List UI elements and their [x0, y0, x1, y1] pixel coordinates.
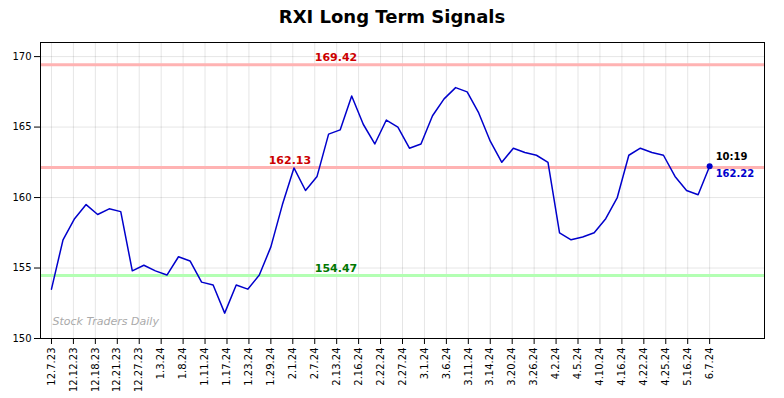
svg-text:3.1.24: 3.1.24 [419, 348, 430, 380]
svg-text:1.11.24: 1.11.24 [199, 348, 210, 386]
svg-text:162.22: 162.22 [716, 168, 755, 179]
svg-text:12.21.23: 12.21.23 [111, 348, 122, 393]
svg-text:169.42: 169.42 [315, 51, 357, 64]
svg-text:2.1.24: 2.1.24 [287, 348, 298, 380]
svg-text:4.10.24: 4.10.24 [594, 348, 605, 386]
svg-text:3.14.24: 3.14.24 [484, 348, 495, 386]
svg-text:160: 160 [12, 192, 31, 203]
svg-text:1.23.24: 1.23.24 [243, 348, 254, 386]
svg-text:6.7.24: 6.7.24 [704, 348, 715, 380]
svg-text:2.22.24: 2.22.24 [375, 348, 386, 386]
svg-text:12.7.23: 12.7.23 [46, 348, 57, 386]
svg-text:1.29.24: 1.29.24 [265, 348, 276, 386]
svg-text:2.16.24: 2.16.24 [353, 348, 364, 386]
svg-text:155: 155 [12, 262, 31, 273]
svg-text:154.47: 154.47 [315, 262, 357, 275]
svg-text:2.27.24: 2.27.24 [397, 348, 408, 386]
svg-text:3.26.24: 3.26.24 [528, 348, 539, 386]
svg-text:1.17.24: 1.17.24 [221, 348, 232, 386]
svg-text:3.11.24: 3.11.24 [463, 348, 474, 386]
svg-text:4.5.24: 4.5.24 [572, 348, 583, 380]
svg-text:3.20.24: 3.20.24 [506, 348, 517, 386]
svg-text:3.6.24: 3.6.24 [441, 348, 452, 380]
svg-text:162.13: 162.13 [269, 154, 311, 167]
svg-text:2.7.24: 2.7.24 [309, 348, 320, 380]
svg-text:4.22.24: 4.22.24 [638, 348, 649, 386]
svg-text:5.16.24: 5.16.24 [682, 348, 693, 386]
svg-text:150: 150 [12, 333, 31, 344]
svg-text:2.13.24: 2.13.24 [331, 348, 342, 386]
svg-text:10:19: 10:19 [716, 151, 748, 162]
svg-text:165: 165 [12, 121, 31, 132]
svg-text:Stock Traders Daily: Stock Traders Daily [53, 315, 160, 328]
svg-text:1.8.24: 1.8.24 [177, 348, 188, 380]
svg-text:1.3.24: 1.3.24 [155, 348, 166, 380]
svg-text:4.16.24: 4.16.24 [616, 348, 627, 386]
svg-text:170: 170 [12, 51, 31, 62]
svg-text:4.25.24: 4.25.24 [660, 348, 671, 386]
svg-text:12.12.23: 12.12.23 [68, 348, 79, 393]
svg-text:12.27.23: 12.27.23 [133, 348, 144, 393]
svg-text:12.18.23: 12.18.23 [90, 348, 101, 393]
svg-text:4.2.24: 4.2.24 [550, 348, 561, 380]
html-text:RXI Long Term Signals: RXI Long Term Signals [278, 6, 506, 27]
